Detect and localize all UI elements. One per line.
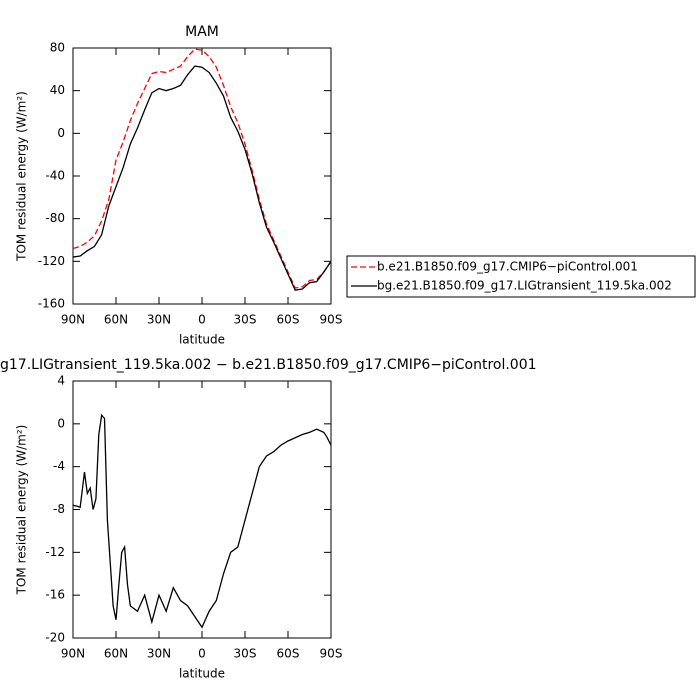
y-axis-label: TOM residual energy (W/m²) xyxy=(15,91,29,262)
x-tick-label: 0 xyxy=(198,647,206,661)
y-tick-label: -40 xyxy=(45,169,65,183)
x-tick-label: 30S xyxy=(234,647,257,661)
x-axis-label: latitude xyxy=(179,333,225,347)
y-tick-label: 0 xyxy=(57,416,65,430)
y-tick-label: 0 xyxy=(57,126,65,140)
x-tick-label: 30N xyxy=(147,313,171,327)
y-tick-label: -120 xyxy=(38,254,65,268)
x-tick-label: 60N xyxy=(104,313,128,327)
data-line xyxy=(72,413,332,629)
x-axis-label: latitude xyxy=(179,667,225,681)
y-tick-label: -4 xyxy=(53,459,65,473)
y-tick-label: 80 xyxy=(50,41,65,55)
x-tick-label: 90S xyxy=(320,313,343,327)
x-tick-label: 90N xyxy=(61,313,85,327)
data-line xyxy=(72,65,332,291)
y-axis-label: TOM residual energy (W/m²) xyxy=(15,425,29,596)
legend-box xyxy=(346,255,696,298)
x-tick-label: 60S xyxy=(277,647,300,661)
y-tick-label: -20 xyxy=(45,631,65,645)
y-tick-label: 40 xyxy=(50,83,65,97)
x-tick-label: 60N xyxy=(104,647,128,661)
x-tick-label: 60S xyxy=(277,313,300,327)
plot-frame xyxy=(72,47,332,305)
legend-label: b.e21.B1850.f09_g17.CMIP6−piControl.001 xyxy=(377,260,638,274)
x-tick-label: 30S xyxy=(234,313,257,327)
x-tick-label: 90S xyxy=(320,647,343,661)
y-tick-label: 4 xyxy=(57,374,65,388)
y-tick-label: -8 xyxy=(53,502,65,516)
y-tick-label: -16 xyxy=(45,588,65,602)
y-tick-label: -12 xyxy=(45,545,65,559)
x-tick-label: 30N xyxy=(147,647,171,661)
y-tick-label: -160 xyxy=(38,297,65,311)
y-tick-label: -80 xyxy=(45,211,65,225)
chart-title: bg.e21.B1850.f09_g17.LIGtransient_119.5k… xyxy=(0,357,537,373)
x-tick-label: 90N xyxy=(61,647,85,661)
chart-title: MAM xyxy=(185,24,219,40)
legend-label: bg.e21.B1850.f09_g17.LIGtransient_119.5k… xyxy=(377,279,672,293)
data-line xyxy=(72,48,332,289)
plot-frame xyxy=(72,380,332,639)
x-tick-label: 0 xyxy=(198,313,206,327)
